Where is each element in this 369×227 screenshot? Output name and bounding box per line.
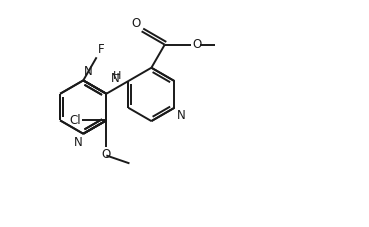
Text: O: O	[102, 148, 111, 161]
Text: N: N	[84, 65, 93, 79]
Text: N: N	[73, 136, 82, 149]
Text: O: O	[131, 17, 141, 30]
Text: Cl: Cl	[70, 114, 81, 127]
Text: H: H	[113, 72, 121, 81]
Text: N: N	[176, 109, 185, 122]
Text: N: N	[110, 72, 119, 85]
Text: F: F	[97, 43, 104, 56]
Text: O: O	[192, 38, 201, 51]
